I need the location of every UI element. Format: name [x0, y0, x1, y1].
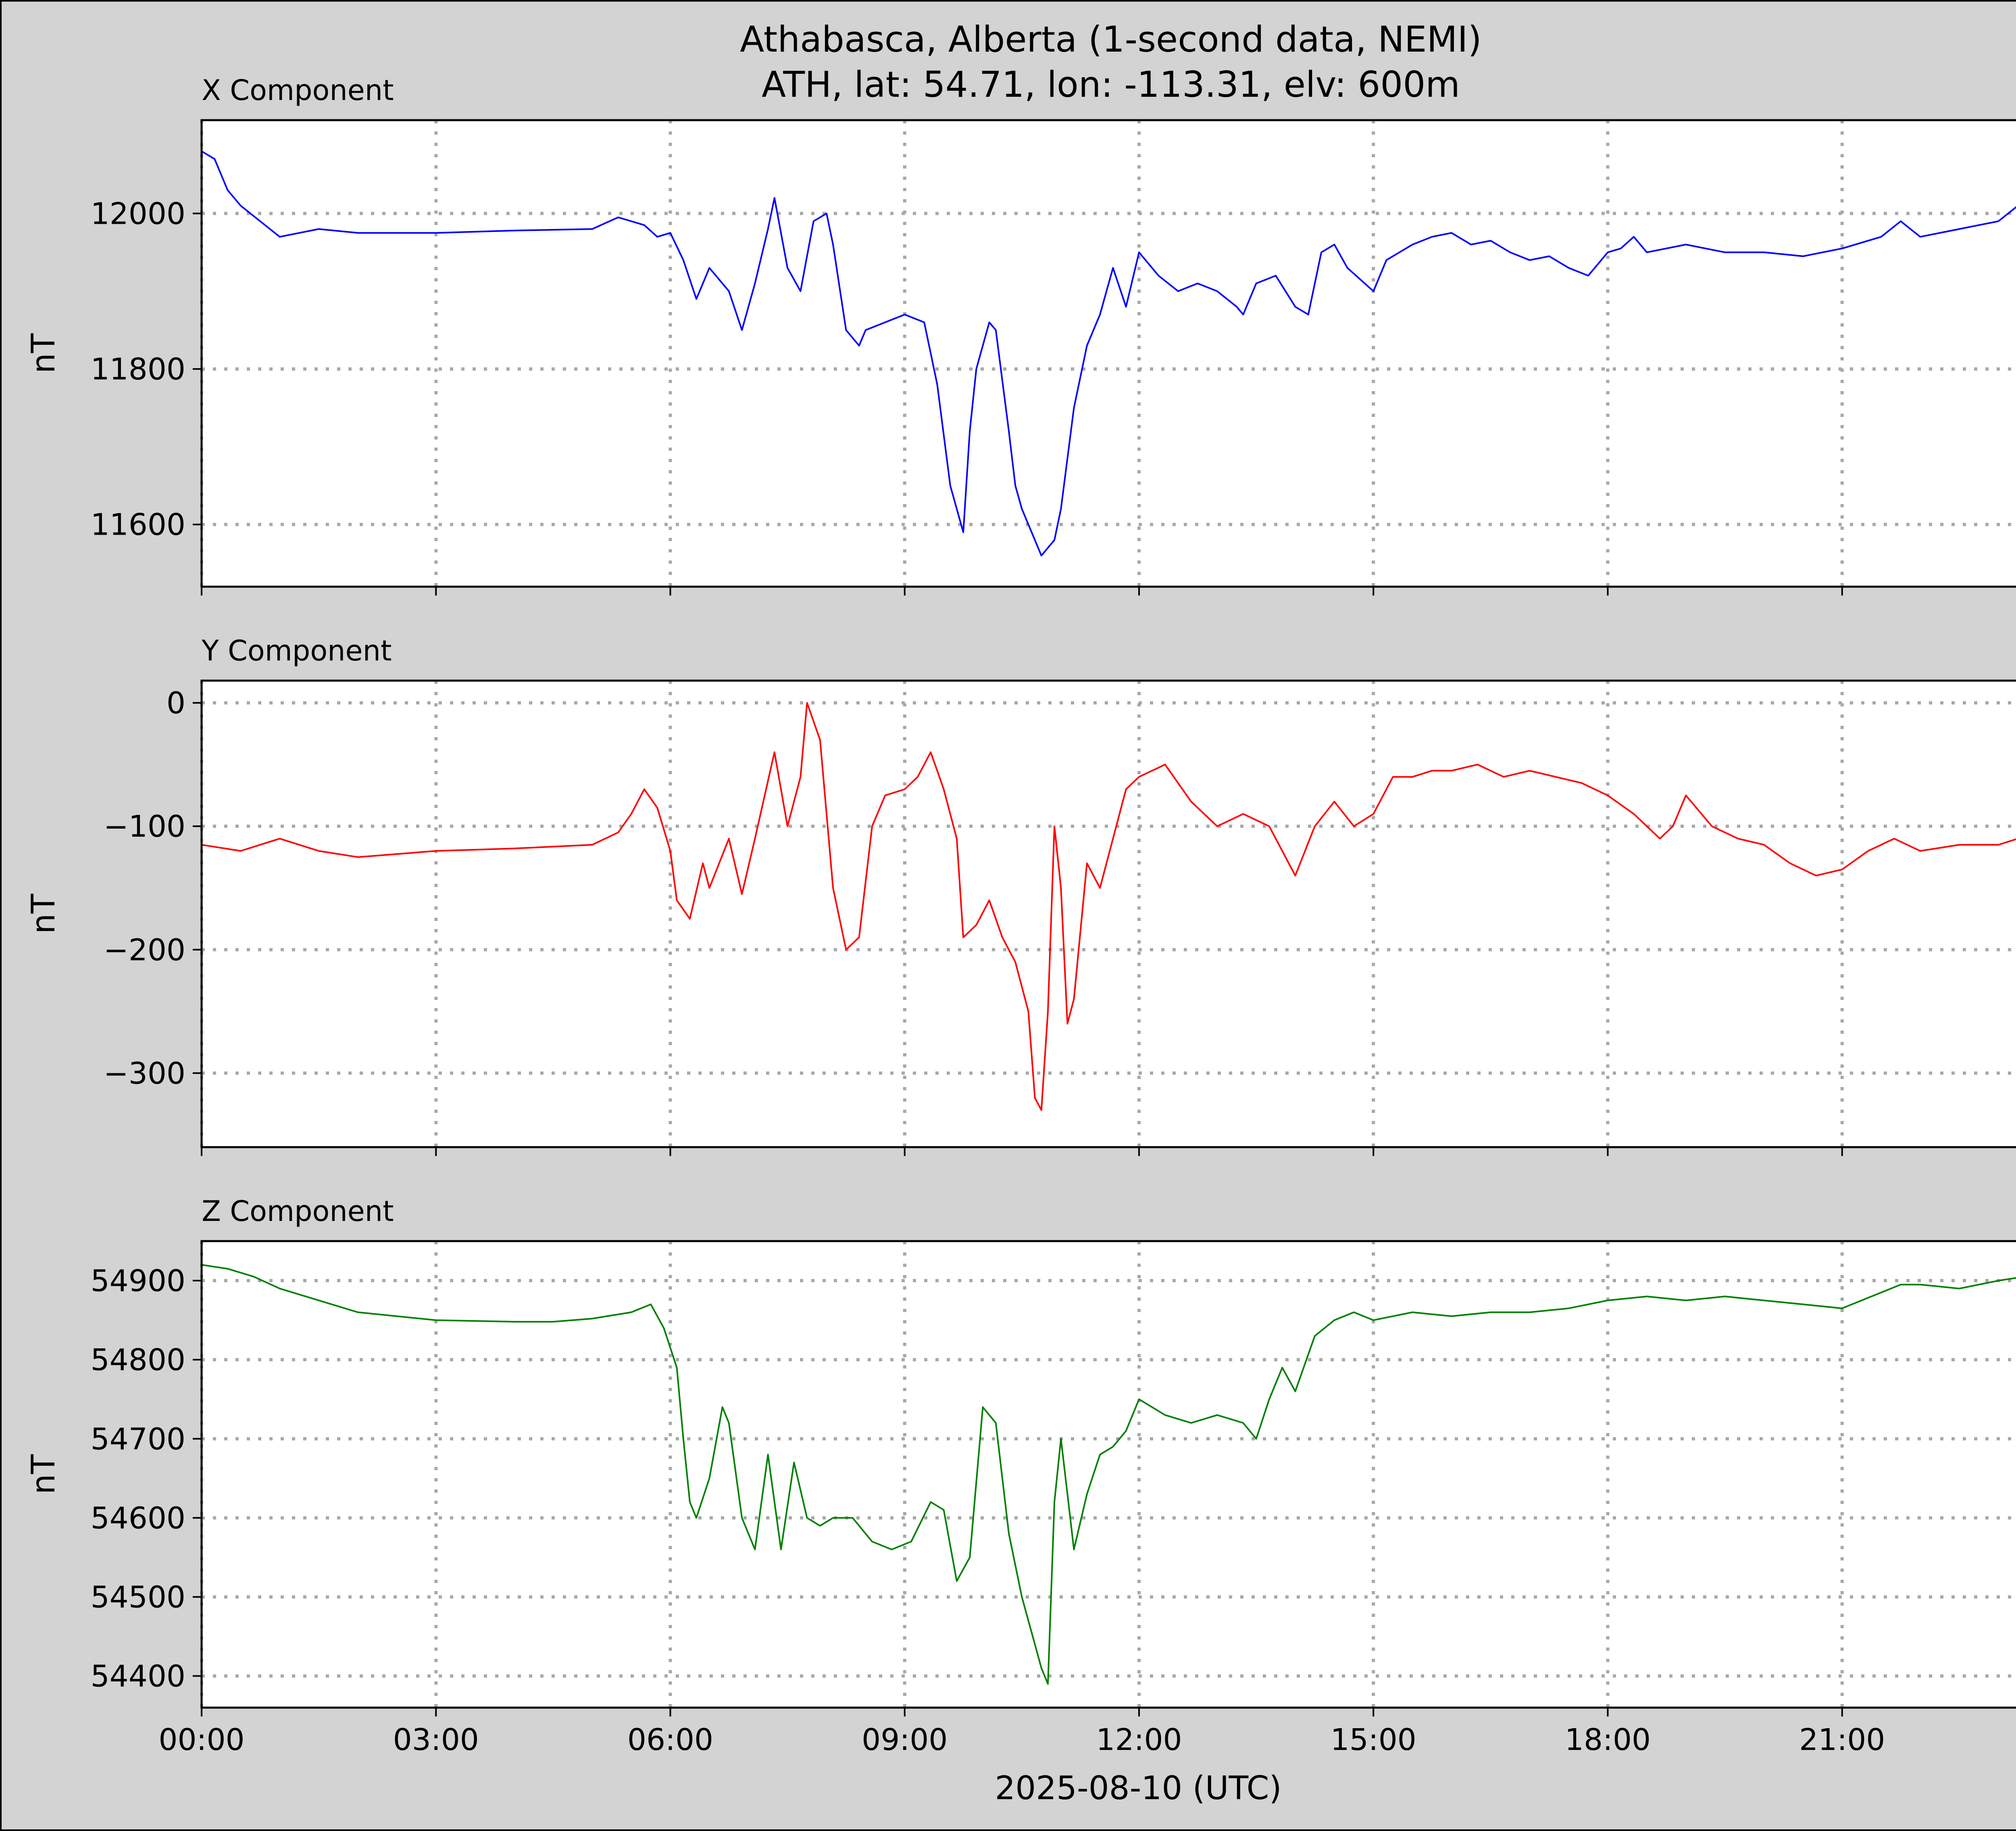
y-tick-label: 12000 [91, 196, 185, 231]
x-tick-label: 09:00 [862, 1723, 948, 1757]
y-axis-label: nT [25, 333, 62, 374]
panel-title: X Component [202, 74, 394, 107]
panel-3: 00:00 03:00 06:00 09:00 12:00 15:00 18:00 21:00… [25, 1195, 2016, 1757]
y-tick-label: −300 [104, 1056, 185, 1091]
series-line [201, 150, 2016, 556]
x-tick-label: 21:00 [1799, 1723, 1885, 1757]
y-axis-label: nT [25, 1454, 62, 1495]
y-tick-label: 54800 [91, 1343, 185, 1377]
y-tick-label: −100 [104, 809, 185, 844]
figure-title-line2: ATH, lat: 54.71, lon: -113.31, elv: 600m [762, 64, 1460, 105]
x-axis-label: 2025-08-10 (UTC) [995, 1769, 1281, 1807]
x-tick-label: 12:00 [1096, 1723, 1182, 1757]
plot-area [202, 681, 2016, 1147]
plot-area [202, 1241, 2016, 1708]
x-tick-label: 03:00 [393, 1723, 479, 1757]
y-tick-label: 54700 [91, 1422, 185, 1456]
y-tick-label: 54900 [91, 1264, 185, 1298]
panel-2: −300 −200 −100 0 Y Component nT [25, 634, 2016, 1156]
panels: 11600 11800 12000 X Component nT −300 −200 −100… [25, 74, 2016, 1757]
series-line [201, 702, 2016, 1111]
x-tick-label: 00:00 [158, 1723, 244, 1757]
y-tick-label: 0 [167, 686, 185, 721]
y-tick-label: 54600 [91, 1501, 185, 1535]
panel-1: 11600 11800 12000 X Component nT [25, 74, 2016, 596]
y-tick-label: 54500 [91, 1580, 185, 1614]
x-tick-label: 15:00 [1331, 1723, 1416, 1757]
plot-area [202, 120, 2016, 587]
y-tick-label: 11800 [91, 352, 185, 387]
figure-title-line1: Athabasca, Alberta (1-second data, NEMI) [740, 19, 1482, 60]
x-tick-label: 06:00 [627, 1723, 713, 1757]
y-tick-label: −200 [104, 933, 185, 967]
panel-title: Y Component [201, 634, 392, 667]
y-tick-label: 11600 [91, 508, 185, 542]
y-axis-label: nT [25, 894, 62, 934]
panel-title: Z Component [202, 1195, 394, 1228]
x-tick-label: 18:00 [1565, 1723, 1651, 1757]
series-line [201, 1264, 2016, 1685]
y-tick-label: 54400 [91, 1659, 185, 1694]
